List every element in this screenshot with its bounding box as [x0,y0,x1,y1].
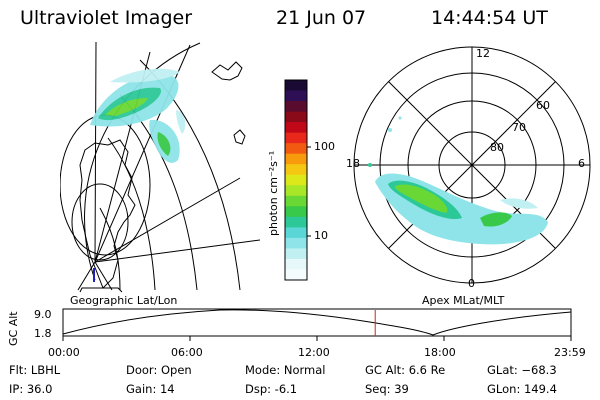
time-tick-1200: 12:00 [298,346,330,359]
latitude-arc [107,137,156,291]
colorbar-stripe [285,195,307,207]
info-dsp: Dsp: -6.1 [245,382,298,396]
longitude-line [94,261,113,291]
info-seq: Seq: 39 [365,382,409,396]
colorbar-stripe [285,143,307,155]
altitude-ylabel: GC Alt [7,311,20,346]
colorbar-stripe [285,174,307,186]
right-map-caption: Apex MLat/MLT [422,294,505,307]
colorbar-stripe [285,269,307,281]
colorbar-stripe [285,153,307,165]
aurora-emission [105,98,148,116]
colorbar-stripe [285,237,307,249]
longitude-line [94,239,260,263]
mlt-label-18: 18 [346,157,360,170]
info-door: Door: Open [126,363,192,377]
latitude-arc [99,207,121,291]
latitude-arc [84,42,201,281]
aurora-spot [398,116,402,120]
colorbar-tick-100: 100 [314,140,335,153]
time-tick-2359: 23:59 [554,346,586,359]
info-mode: Mode: Normal [245,363,326,377]
aurora-spot [388,128,392,132]
colorbar-stripe [285,164,307,176]
altitude-curve [62,309,572,336]
time-tick-1800: 18:00 [424,346,456,359]
colorbar-stripe [285,185,307,197]
colorbar-stripe [285,111,307,123]
map-frame [79,287,123,293]
info-filter: Flt: LBHL [9,363,61,377]
altitude-ytick-max: 9.0 [34,308,52,321]
time-tick-0600: 06:00 [171,346,203,359]
aurora-emission [394,184,448,213]
mlt-label-0: 0 [468,277,475,290]
colorbar-stripe [285,248,307,260]
time-tick-0000: 00:00 [48,346,80,359]
colorbar-stripe [285,132,307,144]
colorbar-stripe [285,122,307,134]
colorbar-stripe [285,90,307,102]
info-glat: GLat: −68.3 [487,363,557,377]
colorbar-stripe [285,80,307,92]
coastline [211,61,243,81]
altitude-plot-frame [62,308,572,337]
aurora-spot [368,163,372,167]
colorbar-frame [284,79,308,281]
left-map-caption: Geographic Lat/Lon [70,294,178,307]
mlat-label-70: 70 [512,121,526,134]
colorbar-stripe [285,216,307,228]
date-label: 21 Jun 07 [276,7,367,29]
aurora-emission [157,132,171,156]
instrument-title: Ultraviolet Imager [20,7,193,29]
time-label: 14:44:54 UT [431,7,548,29]
mlat-label-60: 60 [536,99,550,112]
longitude-line [94,177,241,263]
mlat-label-80: 80 [490,141,504,154]
colorbar-stripe [285,101,307,113]
info-ip: IP: 36.0 [9,382,53,396]
info-gc-alt: GC Alt: 6.6 Re [365,363,446,377]
longitude-line [94,42,97,263]
aurora-emission [480,212,512,227]
coastline [79,139,136,289]
colorbar-tick-10: 10 [314,229,328,242]
info-glon: GLon: 149.4 [487,382,557,396]
colorbar-stripe [285,227,307,239]
aurora-emission [110,68,180,83]
altitude-ytick-min: 1.8 [34,327,52,340]
mlt-label-6: 6 [578,157,585,170]
aurora-emission [500,198,538,209]
colorbar-stripe [285,258,307,270]
longitude-line [77,261,96,291]
aurora-emission [176,110,186,134]
colorbar-stripe [285,206,307,218]
mlt-label-12: 12 [476,47,490,60]
coastline [233,129,246,145]
info-gain: Gain: 14 [126,382,175,396]
latitude-ring [71,183,129,261]
